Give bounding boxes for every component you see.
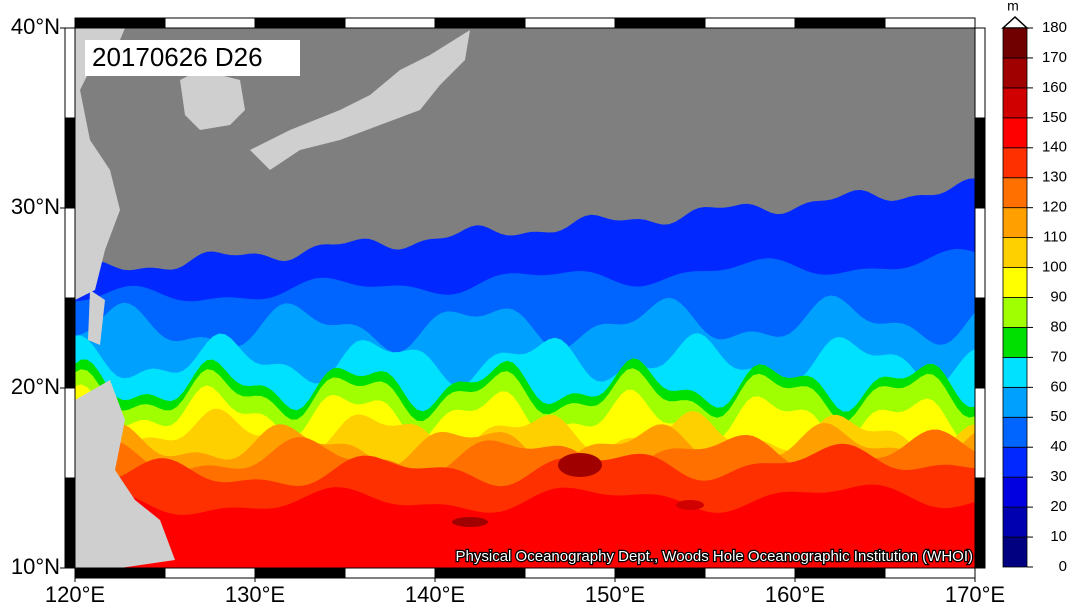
frame-segment [794,17,886,29]
frame-segment [884,17,976,29]
land [75,28,470,568]
colorbar-tick-label: 50 [1050,408,1067,425]
colorbar-segment [1002,506,1028,538]
frame-segment [164,567,256,579]
frame-segment [524,567,616,579]
frame-segment [974,297,986,389]
frame-segment [74,567,166,579]
frame-segment [704,567,796,579]
colorbar-segment [1002,416,1028,448]
field-blob [452,517,488,527]
colorbar-tick-label: 160 [1042,79,1067,96]
land-mass [88,290,105,345]
lat-tick-label: 40°N [11,14,60,39]
colorbar-tick-label: 60 [1050,378,1067,395]
colorbar-tick-label: 0 [1059,558,1067,575]
frame-segment [974,477,986,569]
frame-segment [974,27,986,119]
colorbar-segment [1002,267,1028,298]
date-label: 20170626 D26 [92,42,263,72]
colorbar-segment [1002,147,1028,179]
colorbar-tick-label: 130 [1042,169,1067,186]
ssh-field [75,28,975,568]
colorbar-tick-label: 180 [1042,19,1067,36]
land-mass [250,30,470,170]
field-band [75,484,975,568]
lon-tick-label: 120°E [45,582,105,606]
colorbar-segment [1002,356,1028,388]
colorbar-segment [1002,446,1028,478]
field-blob [676,500,704,510]
colorbar-extend [1001,15,1029,29]
colorbar-segment [1002,476,1028,508]
lon-tick-label: 140°E [405,582,465,606]
frame-segment [64,387,76,479]
colorbar-segment [1002,386,1028,418]
map-frame [64,17,986,579]
colorbar-segment [1002,237,1028,268]
land-mass [75,28,125,300]
frame-segment [64,117,76,209]
colorbar-tick-label: 170 [1042,49,1067,66]
frame-segment [974,117,986,209]
colorbar-tick-label: 10 [1050,528,1067,545]
frame-segment [344,567,436,579]
field-blob [558,453,602,477]
frame-segment [64,477,76,569]
colorbar-segment [1002,57,1028,89]
colorbar-tick-label: 140 [1042,139,1067,156]
frame-segment [74,17,166,29]
colorbar-tick-label: 120 [1042,199,1067,216]
colorbar-tick-label: 150 [1042,109,1067,126]
frame-segment [64,207,76,299]
frame-segment [254,567,346,579]
frame-segment [524,17,616,29]
frame-segment [614,17,706,29]
lon-tick-label: 160°E [765,582,825,606]
frame-segment [974,207,986,299]
colorbar-tick-label: 30 [1050,468,1067,485]
frame-segment [64,27,76,119]
colorbar-segment [1002,536,1028,568]
colorbar-tick-label: 110 [1043,229,1067,246]
frame-segment [64,297,76,389]
frame-segment [614,567,706,579]
colorbar-segment [1002,87,1028,119]
lat-tick-label: 10°N [11,554,60,579]
colorbar-segment [1002,117,1028,149]
colorbar-segment [1002,327,1028,358]
frame-segment [974,387,986,479]
frame-segment [434,567,526,579]
colorbar-tick-label: 90 [1050,288,1067,305]
credit: Physical Oceanography Dept., Woods Hole … [456,548,973,565]
colorbar-segment [1002,207,1028,239]
colorbar-tick-label: 80 [1050,318,1067,335]
frame-segment [254,17,346,29]
colorbar-tick-label: 20 [1050,498,1067,515]
frame-segment [434,17,526,29]
colorbar-tick-label: 70 [1050,348,1067,365]
colorbar-segment [1002,27,1028,59]
frame-segment [164,17,256,29]
label-box [85,40,300,76]
frame-segment [794,567,886,579]
land-mass [180,70,245,130]
lon-tick-label: 170°E [945,582,1005,606]
colorbar-tick-label: 40 [1050,438,1067,455]
lat-tick-label: 20°N [11,374,60,399]
colorbar-tick-label: 100 [1042,259,1067,276]
colorbar-segment [1002,177,1028,209]
colorbar-unit: m [1007,0,1019,14]
lat-tick-label: 30°N [11,194,60,219]
frame-segment [704,17,796,29]
lon-tick-label: 130°E [225,582,285,606]
frame-segment [344,17,436,29]
lon-tick-label: 150°E [585,582,645,606]
colorbar-segment [1002,297,1028,328]
land-mass [75,380,175,568]
frame-segment [884,567,976,579]
